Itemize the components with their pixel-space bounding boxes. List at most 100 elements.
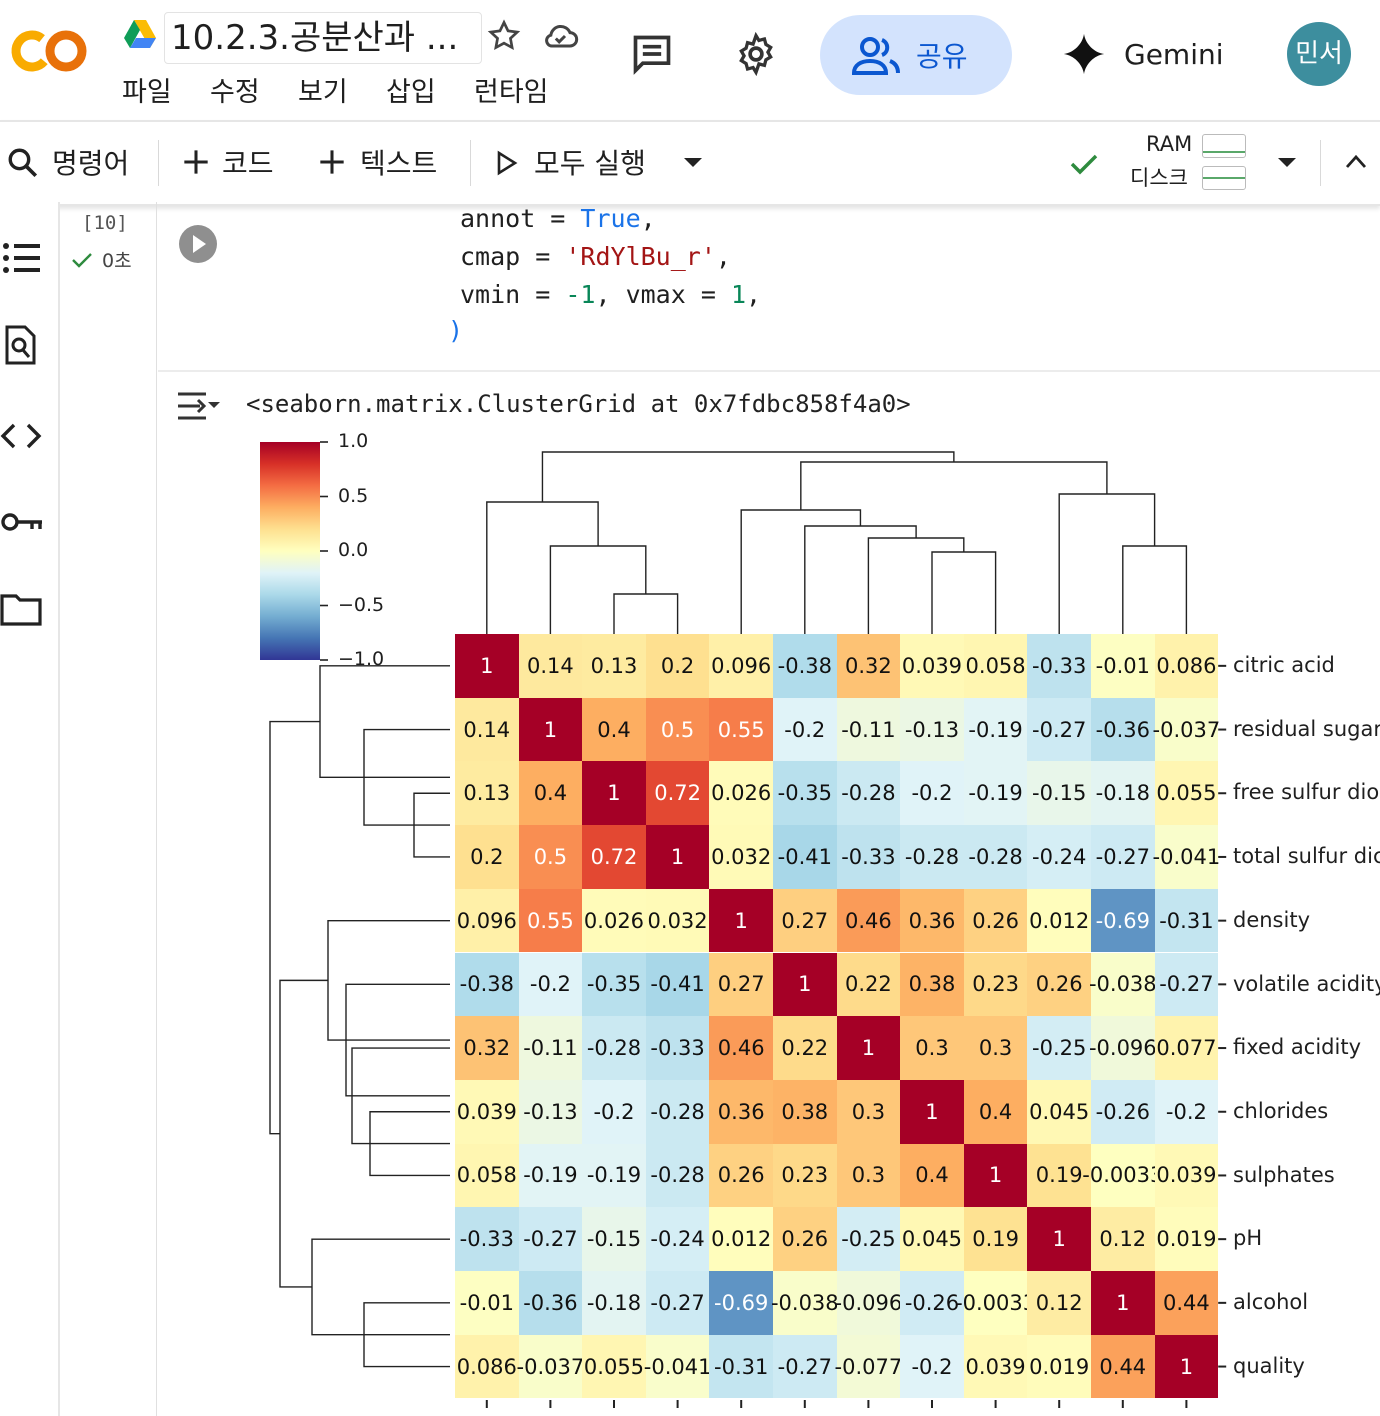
heatmap-cell: -0.096 bbox=[1089, 1016, 1157, 1080]
code-line[interactable]: cmap = 'RdYlBu_r', bbox=[460, 242, 731, 271]
heatmap-cell: -0.2 bbox=[582, 1079, 646, 1144]
disk-meter[interactable] bbox=[1202, 166, 1246, 190]
menu-insert[interactable]: 삽입 bbox=[386, 77, 436, 108]
avatar[interactable]: 민서 bbox=[1287, 22, 1351, 86]
gemini-icon[interactable] bbox=[1062, 32, 1106, 76]
heatmap-cell: -0.15 bbox=[582, 1207, 646, 1271]
heatmap-cell: -0.077 bbox=[835, 1334, 902, 1399]
cloud-saved-icon[interactable] bbox=[538, 16, 582, 56]
notebook-title[interactable]: 10.2.3.공분산과 ... bbox=[164, 12, 482, 64]
heatmap-cell: -0.27 bbox=[1154, 952, 1219, 1017]
heatmap-cell: -0.11 bbox=[836, 697, 901, 762]
dendrogram-link bbox=[486, 501, 599, 634]
heatmap-cell: 1 bbox=[836, 1016, 901, 1080]
heatmap-cell: 0.19 bbox=[1027, 1143, 1091, 1208]
gear-icon[interactable] bbox=[734, 32, 778, 76]
heatmap-cell: 1 bbox=[518, 697, 583, 762]
heatmap-cell: 0.2 bbox=[645, 634, 710, 698]
output-actions-icon[interactable] bbox=[176, 388, 222, 424]
share-label: 공유 bbox=[916, 40, 968, 73]
heatmap-cell: -0.038 bbox=[1089, 952, 1157, 1017]
heatmap-cell: -0.19 bbox=[963, 697, 1028, 762]
code-token: annot = bbox=[460, 204, 581, 233]
find-in-document-icon[interactable] bbox=[4, 324, 38, 366]
chevron-down-icon[interactable] bbox=[682, 156, 704, 170]
heatmap-cell: -0.24 bbox=[645, 1207, 710, 1271]
row-label: chlorides bbox=[1233, 1098, 1329, 1123]
heatmap-cell: 0.055 bbox=[1154, 761, 1219, 826]
heatmap-cell: 0.72 bbox=[582, 825, 646, 889]
gemini-label[interactable]: Gemini bbox=[1124, 38, 1224, 71]
colorbar bbox=[260, 442, 320, 660]
heatmap-cell: 0.26 bbox=[1027, 952, 1091, 1017]
chevron-up-icon[interactable] bbox=[1344, 152, 1368, 170]
heatmap-cell: 1 bbox=[582, 761, 646, 826]
heatmap-cell: -0.27 bbox=[518, 1207, 583, 1271]
plus-icon bbox=[320, 150, 344, 174]
heatmap-cell: 0.039 bbox=[963, 1334, 1028, 1399]
heatmap-cell: -0.36 bbox=[518, 1271, 583, 1335]
row-label: total sulfur dic bbox=[1233, 844, 1380, 869]
code-line[interactable]: ) bbox=[448, 316, 463, 345]
dendrogram-link bbox=[319, 665, 450, 779]
heatmap-cell: -0.38 bbox=[773, 634, 837, 698]
heatmap-cell: 0.3 bbox=[836, 1143, 901, 1208]
heatmap-cell: 0.039 bbox=[1154, 1143, 1219, 1208]
star-icon[interactable] bbox=[486, 18, 522, 54]
code-line[interactable]: annot = True, bbox=[460, 204, 656, 233]
heatmap-cell: -0.27 bbox=[1091, 825, 1155, 889]
heatmap-cell: -0.0033 bbox=[955, 1271, 1036, 1335]
row-label: free sulfur dio bbox=[1233, 780, 1380, 805]
heatmap-cell: 1 bbox=[645, 825, 710, 889]
menu-edit[interactable]: 수정 bbox=[210, 77, 260, 108]
toolbar-divider bbox=[470, 140, 471, 186]
menu-file[interactable]: 파일 bbox=[122, 77, 172, 108]
row-label: residual sugar bbox=[1233, 716, 1380, 741]
run-all-button[interactable]: 모두 실행 bbox=[534, 147, 646, 180]
heatmap-cell: 0.4 bbox=[518, 761, 583, 826]
add-code-button[interactable]: 코드 bbox=[222, 147, 274, 180]
dendrogram-link bbox=[740, 509, 862, 634]
code-snippets-icon[interactable] bbox=[0, 422, 42, 450]
heatmap-cell: 0.4 bbox=[963, 1079, 1028, 1144]
menu-runtime[interactable]: 런타임 bbox=[474, 77, 549, 108]
heatmap-cell: 0.045 bbox=[900, 1207, 964, 1271]
heatmap-cell: -0.19 bbox=[963, 761, 1028, 826]
code-token: ) bbox=[448, 316, 464, 345]
heatmap-cell: 0.55 bbox=[518, 888, 583, 953]
heatmap-cell: 0.32 bbox=[455, 1016, 519, 1080]
heatmap-cell: 0.14 bbox=[518, 634, 583, 698]
drive-icon bbox=[124, 20, 156, 48]
command-search-button[interactable]: 명령어 bbox=[52, 147, 130, 180]
colorbar-tick-label: 1.0 bbox=[338, 430, 369, 452]
heatmap-cell: -0.041 bbox=[644, 1334, 711, 1399]
key-icon[interactable] bbox=[0, 508, 44, 536]
menu-view[interactable]: 보기 bbox=[298, 77, 348, 108]
table-of-contents-icon[interactable] bbox=[2, 240, 40, 276]
heatmap-cell: -0.28 bbox=[836, 761, 901, 826]
colab-logo[interactable] bbox=[8, 26, 90, 76]
heatmap-cell: 0.36 bbox=[709, 1079, 773, 1144]
heatmap-cell: -0.15 bbox=[1027, 761, 1091, 826]
heatmap-cell: -0.28 bbox=[582, 1016, 646, 1080]
heatmap-cell: -0.28 bbox=[900, 825, 964, 889]
chevron-down-icon[interactable] bbox=[1276, 156, 1298, 170]
heatmap-cell: 0.3 bbox=[900, 1016, 964, 1080]
share-button[interactable]: 공유 bbox=[820, 15, 1012, 95]
heatmap-cell: 0.13 bbox=[582, 634, 646, 698]
dendrogram-link bbox=[549, 545, 647, 634]
heatmap-cell: 1 bbox=[900, 1079, 964, 1144]
comment-icon[interactable] bbox=[630, 32, 674, 76]
heatmap-cell: -0.69 bbox=[1091, 888, 1155, 953]
output-text: <seaborn.matrix.ClusterGrid at 0x7fdbc85… bbox=[246, 390, 911, 418]
run-cell-button[interactable] bbox=[178, 224, 218, 264]
add-text-button[interactable]: 텍스트 bbox=[360, 147, 438, 180]
folder-icon[interactable] bbox=[0, 592, 42, 626]
heatmap-cell: -0.31 bbox=[709, 1334, 773, 1399]
heatmap-cell: 0.077 bbox=[1154, 1016, 1219, 1080]
code-line[interactable]: vmin = -1, vmax = 1, bbox=[460, 280, 761, 309]
ram-meter[interactable] bbox=[1202, 134, 1246, 158]
dendrogram-link bbox=[1058, 493, 1156, 634]
code-token: 1 bbox=[730, 280, 746, 309]
heatmap-cell: 0.026 bbox=[709, 761, 773, 826]
